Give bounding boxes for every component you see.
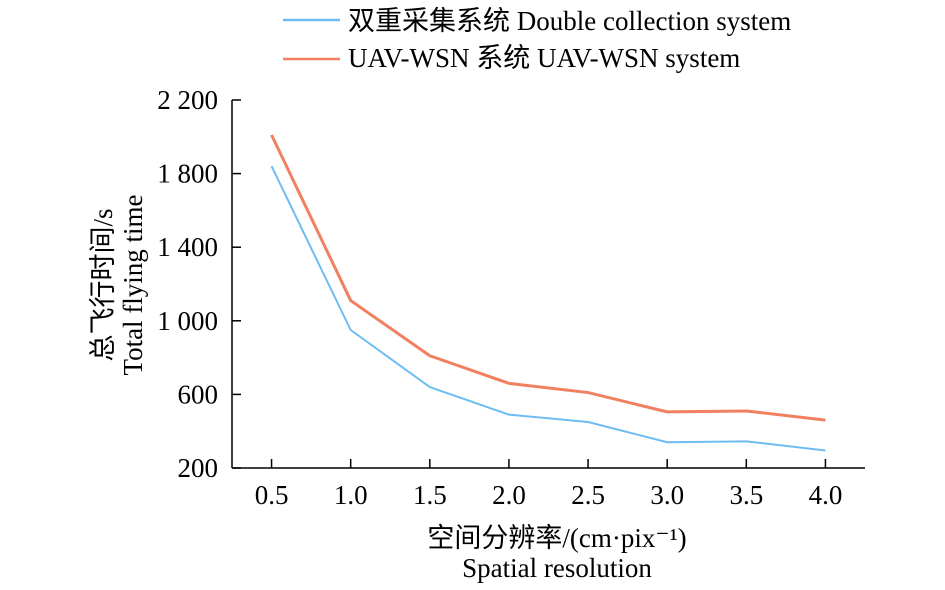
legend-label-uav-wsn: UAV-WSN 系统 UAV-WSN system [348, 43, 740, 73]
x-tick-label: 1.5 [413, 480, 447, 510]
x-axis-title-en: Spatial resolution [462, 553, 652, 583]
x-ticks: 0.5 1.0 1.5 2.0 2.5 3.0 3.5 4.0 [255, 459, 843, 510]
x-tick-label: 4.0 [809, 480, 843, 510]
y-tick-label: 2 200 [157, 85, 218, 115]
y-axis-title-en: Total flying time [118, 194, 148, 375]
legend: 双重采集系统 Double collection system UAV-WSN … [283, 6, 791, 73]
y-tick-label: 200 [178, 453, 219, 483]
x-axis-title-cn: 空间分辨率/(cm·pix⁻¹) [427, 523, 686, 553]
x-tick-label: 3.0 [650, 480, 684, 510]
x-tick-label: 3.5 [729, 480, 763, 510]
y-axis-title: 总飞行时间/s Total flying time [88, 194, 148, 375]
x-tick-label: 0.5 [255, 480, 289, 510]
y-tick-label: 1 800 [157, 159, 218, 189]
x-tick-label: 2.5 [571, 480, 605, 510]
y-tick-label: 1 400 [157, 232, 218, 262]
series-line-double-collection [270, 165, 826, 452]
y-tick-label: 1 000 [157, 306, 218, 336]
series-line-uav-wsn [270, 134, 826, 422]
y-axis-title-cn: 总飞行时间/s [88, 208, 118, 361]
x-tick-label: 2.0 [492, 480, 526, 510]
series-lines [270, 134, 826, 452]
y-ticks: 200 600 1 000 1 400 1 800 2 200 [157, 85, 241, 483]
y-tick-label: 600 [178, 379, 219, 409]
x-tick-label: 1.0 [334, 480, 368, 510]
legend-label-double-collection: 双重采集系统 Double collection system [348, 6, 791, 36]
